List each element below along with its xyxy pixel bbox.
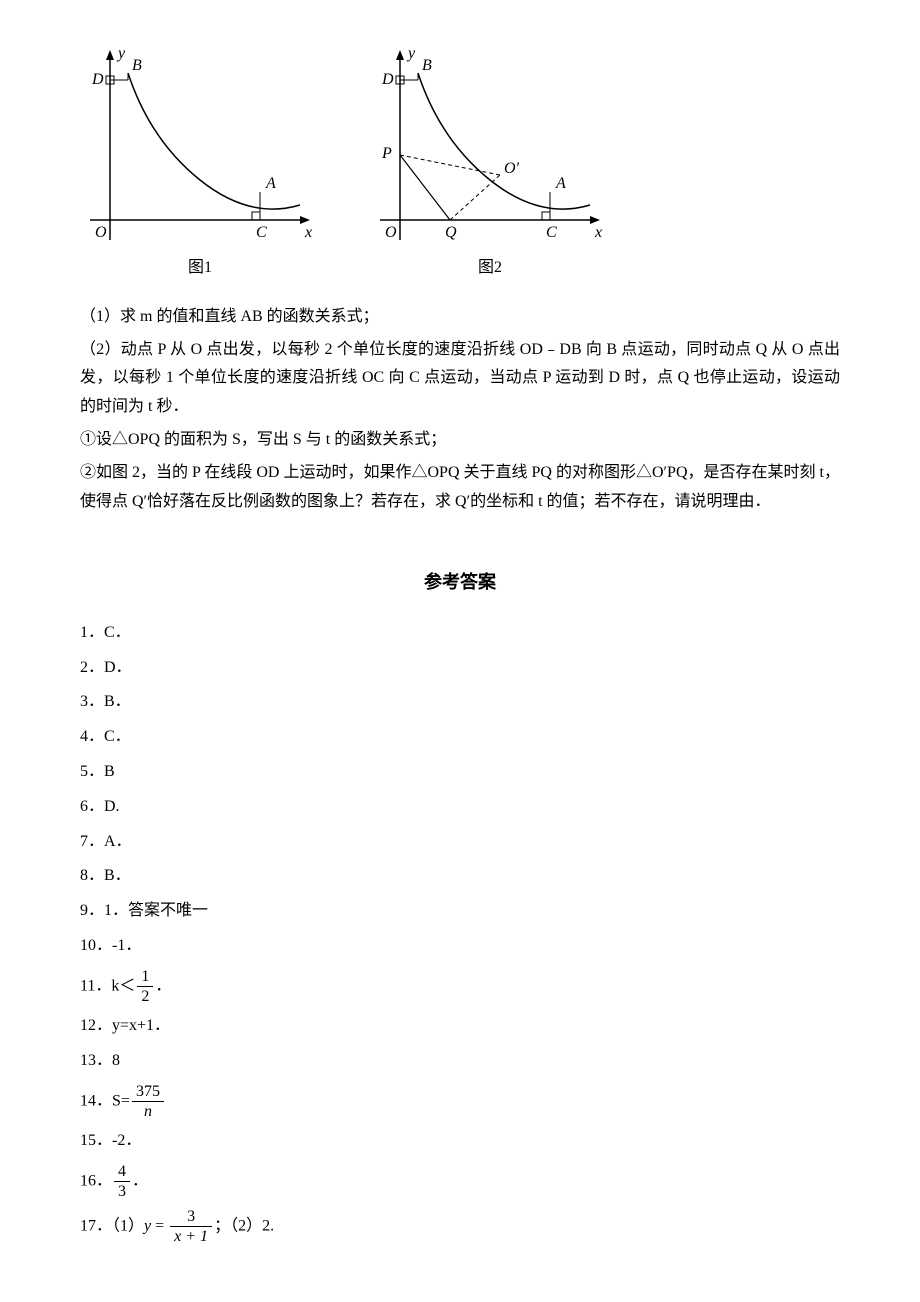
answer-14-den: n bbox=[132, 1102, 164, 1121]
figure-1-svg: y x O D B A C bbox=[80, 40, 320, 250]
svg-text:y: y bbox=[116, 45, 126, 62]
answer-10: 10．-1． bbox=[80, 932, 840, 961]
answer-14-frac: 375n bbox=[132, 1082, 164, 1121]
answer-14-num: 375 bbox=[132, 1082, 164, 1102]
answer-15: 15．-2． bbox=[80, 1127, 840, 1156]
answer-17-den: x + 1 bbox=[170, 1227, 212, 1246]
svg-text:D: D bbox=[381, 71, 394, 88]
question-1: （1）求 m 的值和直线 AB 的函数关系式； bbox=[80, 303, 840, 332]
answer-8: 8．B． bbox=[80, 862, 840, 891]
answer-7: 7．A． bbox=[80, 828, 840, 857]
answer-4: 4．C． bbox=[80, 723, 840, 752]
svg-text:B: B bbox=[132, 57, 142, 74]
svg-text:x: x bbox=[594, 224, 602, 241]
svg-text:P: P bbox=[381, 145, 392, 162]
svg-text:Q: Q bbox=[445, 224, 457, 241]
answer-17: 17．（1）y = 3x + 1；（2）2. bbox=[80, 1207, 840, 1246]
figure-1-wrap: y x O D B A C 图1 bbox=[80, 40, 320, 283]
answer-5: 5．B bbox=[80, 758, 840, 787]
figure-2-label: 图2 bbox=[478, 254, 502, 283]
answer-2: 2．D． bbox=[80, 654, 840, 683]
answer-16-den: 3 bbox=[114, 1182, 130, 1201]
answer-11-suffix: ． bbox=[155, 977, 171, 994]
answer-16-num: 4 bbox=[114, 1162, 130, 1182]
svg-text:C: C bbox=[256, 224, 267, 241]
answer-17-num: 3 bbox=[170, 1207, 212, 1227]
answer-16-prefix: 16． bbox=[80, 1172, 112, 1189]
figure-2-svg: y x O D B A C P Q O' bbox=[370, 40, 610, 250]
svg-text:O: O bbox=[95, 224, 107, 241]
answer-13: 13．8 bbox=[80, 1047, 840, 1076]
answer-12: 12．y=x+1． bbox=[80, 1012, 840, 1041]
answer-14-prefix: 14．S= bbox=[80, 1092, 130, 1109]
answer-3: 3．B． bbox=[80, 688, 840, 717]
answer-6: 6．D. bbox=[80, 793, 840, 822]
svg-text:D: D bbox=[91, 71, 104, 88]
svg-text:y: y bbox=[406, 45, 416, 62]
question-2-intro: （2）动点 P 从 O 点出发，以每秒 2 个单位长度的速度沿折线 OD﹣DB … bbox=[80, 336, 840, 422]
answer-11: 11．k＜12． bbox=[80, 967, 840, 1006]
answer-16-frac: 43 bbox=[114, 1162, 130, 1201]
svg-text:A: A bbox=[555, 175, 566, 192]
figure-2-wrap: y x O D B A C P Q O' 图2 bbox=[370, 40, 610, 283]
answer-16-suffix: ． bbox=[132, 1172, 148, 1189]
question-2-sub2: ②如图 2，当的 P 在线段 OD 上运动时，如果作△OPQ 关于直线 PQ 的… bbox=[80, 459, 840, 517]
svg-text:O': O' bbox=[504, 160, 520, 177]
svg-text:C: C bbox=[546, 224, 557, 241]
answer-14: 14．S=375n bbox=[80, 1082, 840, 1121]
svg-text:B: B bbox=[422, 57, 432, 74]
answer-11-prefix: 11．k＜ bbox=[80, 977, 135, 994]
answer-11-frac: 12 bbox=[137, 967, 153, 1006]
answer-17-mid: ；（2）2. bbox=[214, 1218, 274, 1235]
answer-11-num: 1 bbox=[137, 967, 153, 987]
svg-text:O: O bbox=[385, 224, 397, 241]
answer-11-den: 2 bbox=[137, 987, 153, 1006]
question-2-sub1: ①设△OPQ 的面积为 S，写出 S 与 t 的函数关系式； bbox=[80, 426, 840, 455]
svg-text:x: x bbox=[304, 224, 312, 241]
svg-text:A: A bbox=[265, 175, 276, 192]
answer-17-frac: 3x + 1 bbox=[170, 1207, 212, 1246]
answer-1: 1．C． bbox=[80, 619, 840, 648]
answer-17-eq: = bbox=[151, 1218, 168, 1235]
figure-1-label: 图1 bbox=[188, 254, 212, 283]
answer-17-prefix: 17．（1） bbox=[80, 1218, 144, 1235]
answer-16: 16．43． bbox=[80, 1162, 840, 1201]
figures-row: y x O D B A C 图1 bbox=[80, 40, 840, 283]
answers-title: 参考答案 bbox=[80, 566, 840, 598]
answer-9: 9．1．答案不唯一 bbox=[80, 897, 840, 926]
